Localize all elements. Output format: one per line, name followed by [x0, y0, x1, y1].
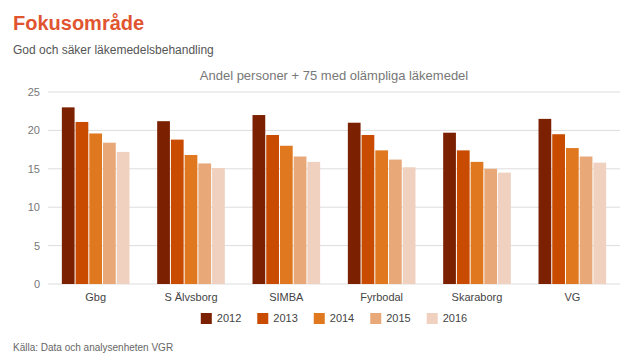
bar [498, 173, 511, 284]
legend-swatch [370, 313, 381, 324]
x-tick-label: SIMBA [269, 291, 304, 303]
bar [103, 143, 116, 284]
bar [566, 148, 579, 284]
legend-label: 2016 [443, 312, 467, 324]
grid-line [48, 284, 620, 285]
bar [552, 134, 565, 284]
bar [362, 135, 375, 284]
bar [117, 152, 130, 284]
bar [593, 163, 606, 284]
chart-container: Fokusområde God och säker läkemedelsbehan… [0, 0, 640, 360]
bar [171, 140, 184, 284]
legend-swatch [427, 313, 438, 324]
bar [294, 157, 307, 284]
legend-label: 2013 [273, 312, 297, 324]
legend-label: 2015 [386, 312, 410, 324]
bar [484, 169, 497, 284]
legend-label: 2014 [330, 312, 354, 324]
y-tick-label: 5 [34, 240, 40, 252]
grid-line [48, 207, 620, 208]
bars [62, 107, 606, 284]
source-note: Källa: Data och analysenheten VGR [13, 342, 173, 353]
bar [157, 121, 170, 284]
x-tick-label: Skaraborg [452, 291, 503, 303]
y-tick-label: 15 [28, 163, 40, 175]
bar [253, 115, 266, 284]
bar [266, 135, 279, 284]
y-tick-label: 0 [34, 278, 40, 290]
legend-swatch [257, 313, 268, 324]
bar [389, 160, 402, 284]
main-title: Fokusområde [13, 12, 144, 34]
y-tick-label: 25 [28, 86, 40, 98]
bar [89, 133, 102, 284]
bar [539, 119, 552, 284]
bar [280, 146, 293, 284]
bar [307, 162, 320, 284]
grid-line [48, 168, 620, 169]
x-axis: Gbg S Älvsborg SIMBA Fyrbodal Skaraborg VG [85, 291, 580, 303]
bar [375, 150, 388, 284]
grid [48, 92, 620, 284]
bar [403, 167, 416, 284]
x-tick-label: Gbg [85, 291, 106, 303]
bar [62, 107, 75, 284]
bar [471, 162, 484, 284]
bar [580, 157, 593, 284]
x-tick-label: Fyrbodal [360, 291, 403, 303]
legend-swatch [201, 313, 212, 324]
legend-label: 2012 [217, 312, 241, 324]
x-tick-label: S Älvsborg [164, 291, 217, 303]
bar [443, 133, 456, 284]
x-tick-label: VG [564, 291, 580, 303]
y-tick-label: 10 [28, 201, 40, 213]
chart-title: Andel personer + 75 med olämpliga läkeme… [200, 68, 469, 83]
grid-line [48, 130, 620, 131]
y-axis: 0 5 10 15 20 25 [28, 86, 40, 290]
bar [212, 168, 225, 284]
chart-svg: Fokusområde God och säker läkemedelsbehan… [0, 0, 640, 360]
grid-line [48, 92, 620, 93]
grid-line [48, 245, 620, 246]
legend: 2012 2013 2014 2015 2016 [201, 312, 467, 324]
subtitle: God och säker läkemedelsbehandling [13, 43, 214, 57]
bar [198, 163, 211, 284]
bar [457, 150, 470, 284]
bar [348, 123, 361, 284]
legend-swatch [314, 313, 325, 324]
bar [76, 122, 89, 284]
y-tick-label: 20 [28, 124, 40, 136]
bar [185, 155, 198, 284]
